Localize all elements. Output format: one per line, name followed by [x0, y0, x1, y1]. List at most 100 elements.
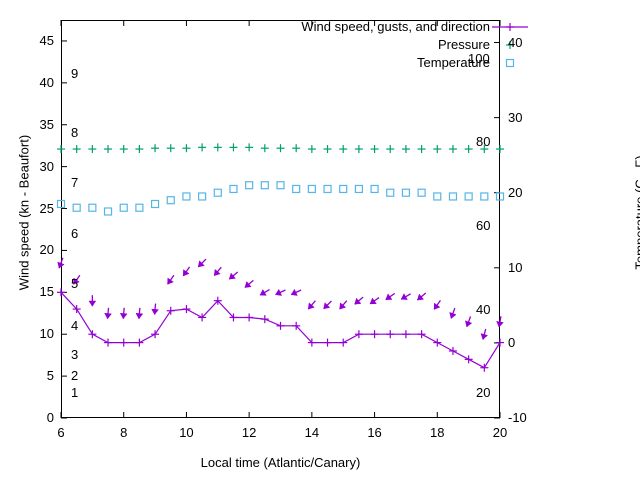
marker-square: [213, 188, 222, 197]
wind-barb-head: [496, 321, 504, 328]
wind-barb-head: [88, 300, 97, 307]
wind-barb-head: [228, 272, 236, 280]
marker-square: [354, 184, 363, 194]
wind-barb-head: [259, 288, 267, 296]
beaufort-label-8: 8: [71, 125, 79, 141]
x-tick-label: 12: [241, 425, 257, 440]
x-tick-label: 10: [179, 425, 194, 440]
marker-square: [119, 203, 128, 212]
marker-square: [339, 184, 348, 194]
y2-tick-label: 40: [508, 34, 523, 50]
y-tick-label: 40: [39, 74, 54, 90]
marker-square: [370, 184, 379, 194]
wind-barb-head: [369, 297, 377, 305]
y-tick-label: 30: [39, 158, 54, 174]
marker-square: [103, 207, 113, 216]
wind-barb-head: [275, 288, 283, 296]
wind-barb-head: [400, 293, 408, 300]
plot-area: [61, 20, 500, 418]
beaufort-label-9: 9: [71, 66, 79, 82]
marker-square: [433, 192, 442, 201]
legend-label-0: Wind speed, gusts, and direction: [301, 19, 490, 34]
fahrenheit-label-20: 20: [476, 385, 491, 401]
x-tick-label: 14: [304, 425, 320, 440]
marker-square: [448, 192, 458, 201]
fahrenheit-label-40: 40: [476, 301, 491, 317]
wind-barb-head: [308, 302, 315, 310]
wind-barb-head: [57, 261, 65, 269]
fahrenheit-label-80: 80: [476, 134, 491, 150]
marker-square: [307, 184, 316, 194]
marker-square: [495, 192, 505, 201]
beaufort-label-2: 2: [71, 368, 79, 384]
wind-barb-head: [73, 277, 80, 285]
wind-barb-head: [354, 297, 362, 305]
wind-barb-head: [290, 288, 298, 296]
y-tick-label: 20: [39, 242, 54, 258]
marker-square: [245, 181, 254, 190]
wind-barb-head: [119, 312, 128, 320]
x-tick-label: 6: [57, 425, 65, 440]
y2-tick-label: -10: [508, 410, 527, 425]
y-tick-label: 25: [39, 200, 54, 216]
marker-square: [182, 192, 191, 201]
wind-barb-head: [449, 311, 457, 319]
marker-square: [72, 203, 81, 212]
marker-square: [323, 184, 332, 194]
fahrenheit-label-60: 60: [476, 217, 491, 233]
y2-tick-label: 20: [508, 184, 523, 200]
marker-square: [88, 203, 97, 212]
wind-barb-head: [104, 312, 112, 320]
y2-tick-label: 30: [508, 109, 523, 125]
x-tick-label: 20: [492, 425, 508, 440]
x-axis-label: Local time (Atlantic/Canary): [200, 455, 361, 470]
y2-tick-label: 10: [508, 259, 523, 275]
wind-barb-head: [183, 269, 190, 277]
x-tick-label: 18: [430, 425, 445, 440]
wind-barb-head: [339, 302, 347, 310]
marker-square: [480, 192, 489, 201]
wind-barb-head: [151, 308, 159, 316]
x-tick-label: 8: [120, 425, 128, 440]
x-tick-label: 16: [367, 425, 382, 440]
wind-barb-head: [385, 293, 393, 300]
marker-square: [260, 181, 269, 190]
marker-square: [166, 196, 175, 205]
y-tick-label: 0: [46, 410, 54, 425]
marker-square: [505, 58, 515, 68]
wind-barb-head: [433, 302, 441, 310]
marker-square: [135, 203, 144, 212]
marker-square: [198, 192, 207, 201]
beaufort-label-3: 3: [71, 347, 79, 363]
wind-barb-head: [417, 293, 425, 301]
y-tick-label: 10: [39, 326, 54, 342]
wind-barb-head: [464, 320, 473, 328]
marker-square: [401, 188, 411, 197]
beaufort-label-1: 1: [71, 384, 79, 400]
marker-square: [56, 199, 66, 209]
beaufort-label-7: 7: [71, 175, 79, 191]
marker-square: [276, 181, 285, 190]
fahrenheit-label-100: 100: [468, 51, 490, 67]
beaufort-label-4: 4: [71, 317, 79, 333]
wind-barb-head: [323, 302, 331, 310]
y-tick-label: 5: [46, 368, 54, 384]
legend-label-1: Pressure: [437, 37, 490, 52]
beaufort-label-5: 5: [71, 275, 79, 291]
beaufort-label-6: 6: [71, 225, 79, 241]
y-tick-label: 35: [39, 116, 54, 132]
marker-square: [464, 192, 473, 201]
wind-barb-head: [167, 277, 174, 285]
marker-square: [150, 199, 160, 209]
wind-barb-head: [480, 333, 489, 340]
wind-barb-head: [135, 312, 144, 320]
marker-square: [417, 188, 426, 197]
y2-tick-label: 0: [508, 334, 516, 350]
marker-square: [386, 188, 395, 197]
wind-barb-head: [197, 260, 205, 268]
wind-barb-head: [244, 281, 252, 288]
wind-barb-head: [213, 268, 221, 276]
marker-square: [229, 184, 238, 194]
